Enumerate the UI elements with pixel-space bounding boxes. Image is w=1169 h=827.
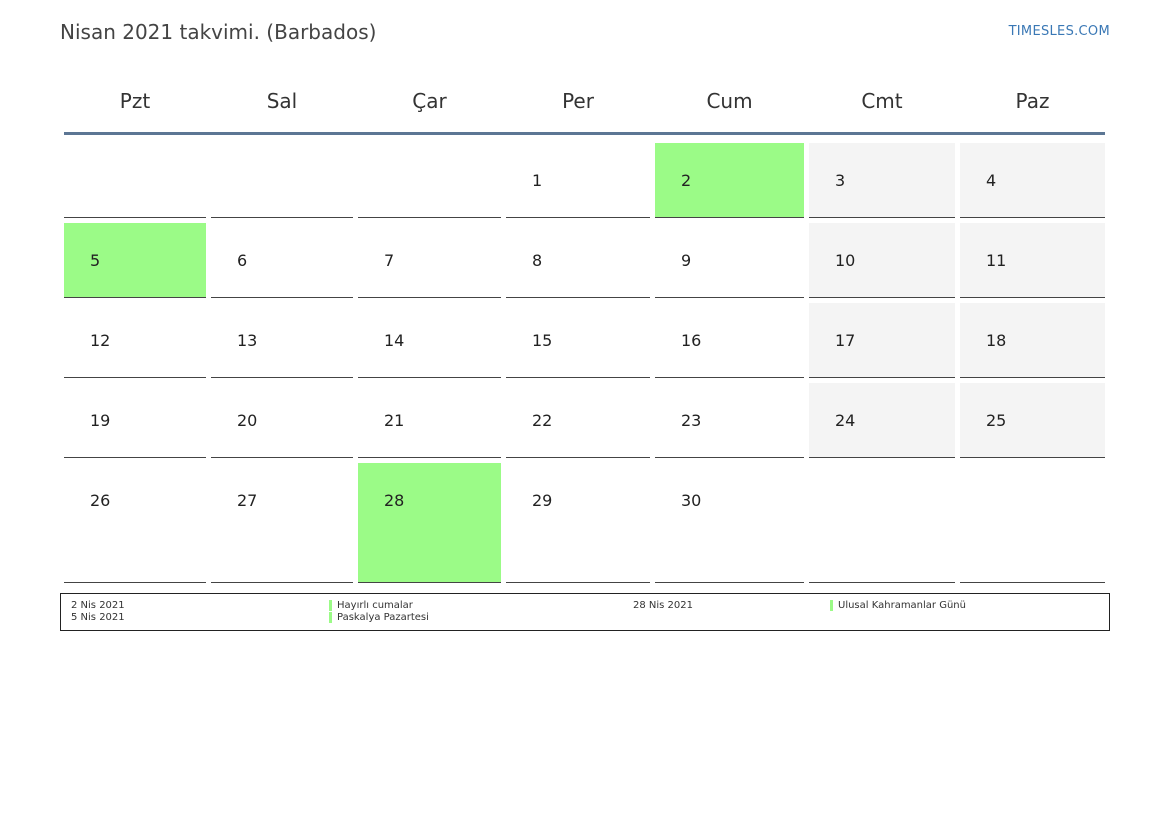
day-number: 19 — [90, 411, 111, 430]
day-number: 13 — [237, 331, 258, 350]
day-cell: 22 — [506, 383, 650, 458]
calendar: Pzt Sal Çar Per Cum Cmt Paz 1 2 3 4 5 6 7 8 9 10 1… — [64, 70, 1105, 583]
day-number: 17 — [835, 331, 856, 350]
day-cell: 13 — [211, 303, 353, 378]
day-cell: 5 — [64, 223, 206, 298]
day-cell: 18 — [960, 303, 1105, 378]
day-cell: 6 — [211, 223, 353, 298]
week-row: 5 6 7 8 9 10 11 — [64, 218, 1105, 298]
legend-date: 5 Nis 2021 — [71, 612, 125, 623]
legend-holiday-name: Hayırlı cumalar — [337, 600, 413, 611]
day-cell: 17 — [809, 303, 955, 378]
day-number: 7 — [384, 251, 395, 270]
week-row: 1 2 3 4 — [64, 138, 1105, 218]
empty-day-cell — [358, 143, 501, 218]
day-number: 4 — [986, 171, 997, 190]
day-number: 11 — [986, 251, 1007, 270]
day-cell: 30 — [655, 463, 804, 583]
day-number: 15 — [532, 331, 553, 350]
site-link[interactable]: TIMESLES.COM — [1008, 24, 1110, 39]
weekday-label: Çar — [412, 89, 447, 113]
legend-holiday-name: Ulusal Kahramanlar Günü — [838, 600, 966, 611]
weekday-label: Paz — [1015, 89, 1050, 113]
day-number: 30 — [681, 491, 702, 510]
week-row: 12 13 14 15 16 17 18 — [64, 298, 1105, 378]
day-number: 20 — [237, 411, 258, 430]
day-cell: 8 — [506, 223, 650, 298]
holiday-legend: 2 Nis 2021 Hayırlı cumalar 5 Nis 2021 Pa… — [60, 593, 1110, 631]
day-cell: 27 — [211, 463, 353, 583]
day-number: 10 — [835, 251, 856, 270]
calendar-grid: 1 2 3 4 5 6 7 8 9 10 11 12 13 14 15 16 17 18 19 20 21 22 23 24 2… — [64, 138, 1105, 583]
day-cell: 26 — [64, 463, 206, 583]
day-cell: 23 — [655, 383, 804, 458]
day-number: 1 — [532, 171, 543, 190]
day-cell: 19 — [64, 383, 206, 458]
day-number: 12 — [90, 331, 111, 350]
day-cell: 28 — [358, 463, 501, 583]
day-number: 5 — [90, 251, 101, 270]
day-cell: 29 — [506, 463, 650, 583]
day-number: 18 — [986, 331, 1007, 350]
day-number: 2 — [681, 171, 692, 190]
day-cell: 21 — [358, 383, 501, 458]
day-cell: 16 — [655, 303, 804, 378]
empty-day-cell — [211, 143, 353, 218]
day-number: 29 — [532, 491, 553, 510]
day-cell: 2 — [655, 143, 804, 218]
legend-color-marker — [329, 612, 332, 623]
day-number: 8 — [532, 251, 543, 270]
weekday-label: Cmt — [861, 89, 903, 113]
day-cell: 3 — [809, 143, 955, 218]
day-number: 16 — [681, 331, 702, 350]
day-cell: 20 — [211, 383, 353, 458]
day-number: 14 — [384, 331, 405, 350]
day-cell: 4 — [960, 143, 1105, 218]
weekday-label: Pzt — [119, 89, 151, 113]
legend-date: 2 Nis 2021 — [71, 600, 125, 611]
day-cell: 14 — [358, 303, 501, 378]
day-cell: 10 — [809, 223, 955, 298]
legend-date: 28 Nis 2021 — [633, 600, 693, 611]
legend-color-marker — [830, 600, 833, 611]
day-number: 27 — [237, 491, 258, 510]
day-cell: 25 — [960, 383, 1105, 458]
day-number: 9 — [681, 251, 692, 270]
weekday-label: Cum — [706, 89, 753, 113]
page-title: Nisan 2021 takvimi. (Barbados) — [60, 20, 377, 44]
day-cell: 11 — [960, 223, 1105, 298]
day-number: 22 — [532, 411, 553, 430]
empty-day-cell — [809, 463, 955, 583]
day-number: 28 — [384, 491, 405, 510]
day-cell: 7 — [358, 223, 501, 298]
day-cell: 24 — [809, 383, 955, 458]
day-cell: 9 — [655, 223, 804, 298]
day-number: 21 — [384, 411, 405, 430]
day-number: 6 — [237, 251, 248, 270]
day-number: 23 — [681, 411, 702, 430]
weekday-header: Pzt Sal Çar Per Cum Cmt Paz — [64, 70, 1105, 135]
day-cell: 15 — [506, 303, 650, 378]
day-number: 24 — [835, 411, 856, 430]
legend-holiday-name: Paskalya Pazartesi — [337, 612, 429, 623]
week-row: 26 27 28 29 30 — [64, 458, 1105, 583]
legend-color-marker — [329, 600, 332, 611]
day-number: 3 — [835, 171, 846, 190]
empty-day-cell — [64, 143, 206, 218]
empty-day-cell — [960, 463, 1105, 583]
day-cell: 1 — [506, 143, 650, 218]
day-number: 25 — [986, 411, 1007, 430]
weekday-label: Sal — [266, 89, 298, 113]
day-number: 26 — [90, 491, 111, 510]
weekday-label: Per — [562, 89, 594, 113]
day-cell: 12 — [64, 303, 206, 378]
week-row: 19 20 21 22 23 24 25 — [64, 378, 1105, 458]
